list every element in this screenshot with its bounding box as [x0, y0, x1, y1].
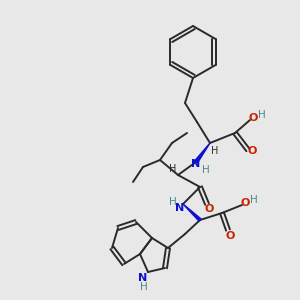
Polygon shape [195, 143, 210, 163]
Text: H: H [250, 195, 258, 205]
Text: N: N [176, 203, 184, 213]
Text: H: H [258, 110, 266, 120]
Text: H: H [211, 146, 219, 156]
Text: O: O [247, 146, 257, 156]
Text: H: H [169, 164, 177, 174]
Text: O: O [204, 204, 214, 214]
Text: H: H [140, 282, 148, 292]
Text: O: O [248, 113, 258, 123]
Polygon shape [183, 204, 201, 221]
Text: H: H [202, 165, 210, 175]
Text: N: N [138, 273, 148, 283]
Text: O: O [225, 231, 235, 241]
Text: N: N [191, 159, 201, 169]
Text: O: O [240, 198, 250, 208]
Text: H: H [169, 197, 177, 207]
